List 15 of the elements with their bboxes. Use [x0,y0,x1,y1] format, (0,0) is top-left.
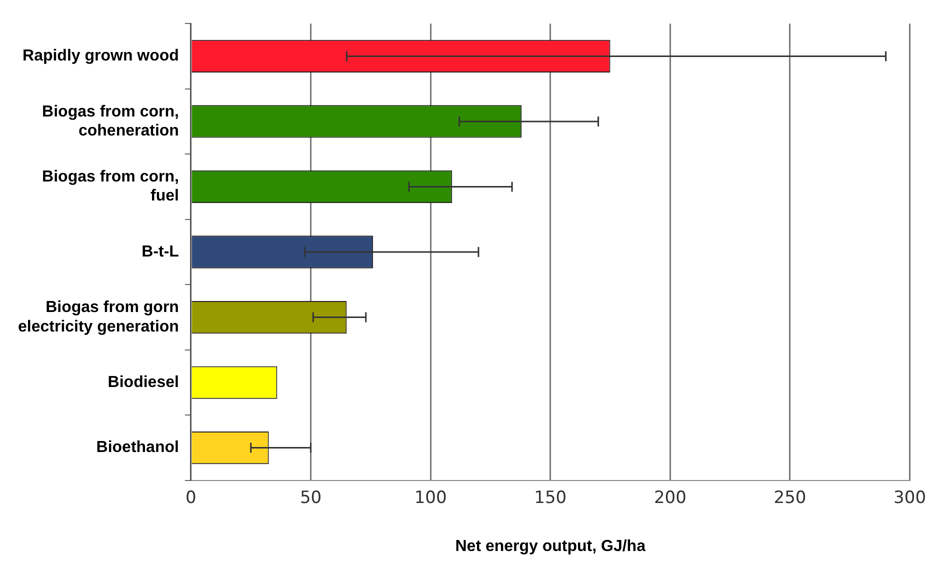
x-tick-label: 300 [894,488,926,508]
y-tick-label: Biodiesel [108,374,179,391]
x-tick-label: 0 [186,488,196,508]
x-tick-label: 250 [774,488,806,508]
x-tick-label: 200 [654,488,686,508]
x-tick-label: 100 [414,488,447,508]
y-tick-label: Biogas from corn, fuel [42,168,179,205]
x-tick-label: 50 [300,488,322,508]
y-tick-label: Rapidly grown wood [22,48,179,65]
y-tick-label: Bioethanol [96,439,179,456]
y-tick-label: B-t-L [142,243,180,260]
x-tick-label: 150 [534,488,567,508]
y-tick-label: Biogas from corn, coheneration [42,103,179,140]
y-tick-label: Biogas from gorn electricity generation [18,299,179,336]
x-axis-title: Net energy output, GJ/ha [455,538,646,555]
